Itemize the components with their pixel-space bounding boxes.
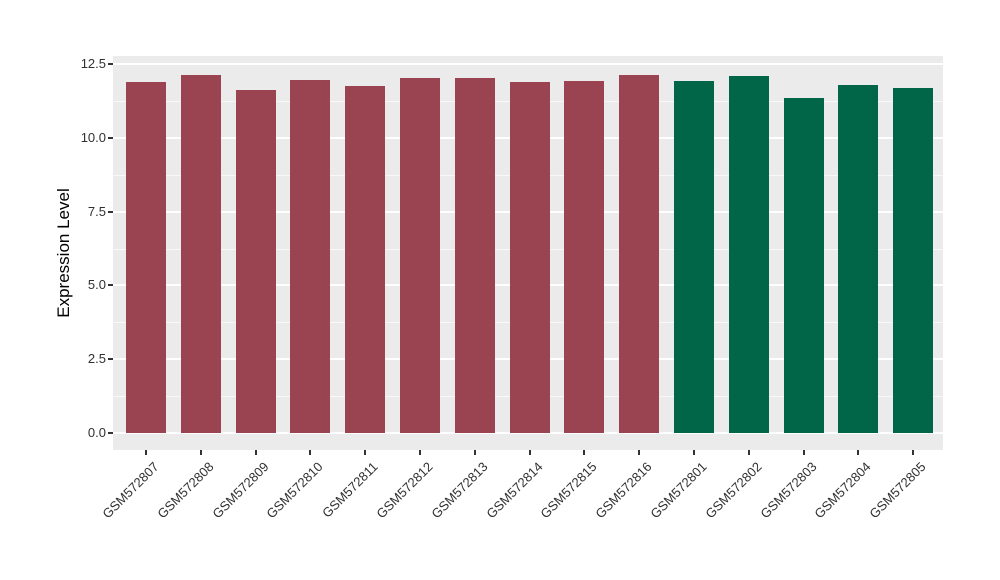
x-tick-label: GSM572814 [482,459,546,522]
bar-GSM572803 [783,97,824,433]
x-tick-mark [802,450,805,455]
x-tick-mark [747,450,750,455]
bar-GSM572804 [838,84,879,433]
bar-GSM572814 [509,82,550,433]
y-tick-mark [108,63,113,65]
y-tick-mark [108,358,113,361]
x-tick-label: GSM572811 [319,459,381,521]
y-tick-label: 0.0 [87,425,106,440]
x-tick-mark [583,450,586,455]
bar-GSM572805 [893,87,934,433]
x-tick-mark [473,450,476,455]
major-gridline [113,63,943,65]
x-tick-mark [912,450,915,455]
x-tick-mark [528,450,531,455]
y-tick-label: 7.5 [87,203,106,219]
x-tick-mark [199,450,202,455]
x-tick-mark [145,450,147,455]
x-tick-label: GSM572816 [592,459,655,522]
bar-GSM572809 [235,90,276,433]
y-tick-label: 5.0 [87,277,106,293]
x-tick-label: GSM572805 [866,459,929,522]
x-tick-label: GSM572801 [647,459,710,522]
x-tick-mark [254,450,257,455]
x-tick-mark [638,450,641,455]
bar-GSM572802 [728,76,769,433]
y-tick-label: 12.5 [80,56,106,71]
bar-GSM572812 [400,77,440,433]
y-tick-mark [108,284,113,287]
y-tick-mark [108,210,113,213]
x-tick-label: GSM572802 [702,459,765,522]
bar-GSM572813 [454,77,495,433]
plot-panel [113,56,943,450]
x-tick-mark [364,450,367,455]
x-tick-label: GSM572810 [263,459,327,522]
x-tick-label: GSM572812 [373,459,436,522]
x-tick-label: GSM572807 [99,459,162,522]
bar-GSM572801 [674,80,714,433]
bar-GSM572816 [619,74,660,433]
x-tick-mark [857,450,860,455]
x-tick-mark [309,450,312,455]
x-tick-mark [419,450,421,455]
y-tick-mark [108,432,113,434]
x-tick-label: GSM572809 [208,459,272,522]
bar-GSM572815 [564,80,605,433]
x-tick-label: GSM572804 [811,459,875,522]
bar-GSM572810 [290,79,331,433]
y-tick-label: 10.0 [80,129,106,145]
x-tick-mark [693,450,695,455]
bar-GSM572808 [180,74,221,433]
major-gridline [113,432,943,434]
y-tick-label: 2.5 [87,351,106,367]
bar-GSM572811 [345,85,386,433]
x-tick-label: GSM572808 [154,459,217,522]
bar-GSM572807 [126,81,166,433]
x-tick-label: GSM572813 [428,459,491,522]
x-tick-label: GSM572815 [537,459,601,522]
x-tick-label: GSM572803 [756,459,820,522]
y-tick-mark [108,136,113,139]
